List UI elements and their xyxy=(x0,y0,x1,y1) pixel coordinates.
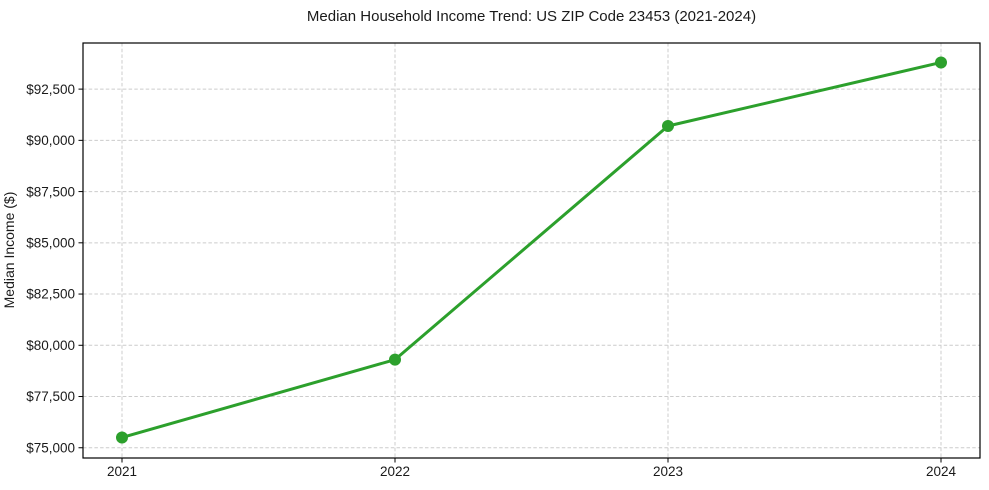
y-axis-label: Median Income ($) xyxy=(1,192,17,309)
y-tick-label: $80,000 xyxy=(26,338,75,353)
x-tick-label: 2023 xyxy=(653,464,683,479)
x-tick-label: 2024 xyxy=(926,464,957,479)
data-point xyxy=(662,120,674,132)
y-tick-label: $75,000 xyxy=(26,440,75,455)
y-tick-label: $77,500 xyxy=(26,389,75,404)
data-point xyxy=(935,56,947,69)
x-tick-label: 2021 xyxy=(107,464,137,479)
data-point xyxy=(116,431,128,444)
y-tick-label: $85,000 xyxy=(26,236,75,251)
y-tick-label: $92,500 xyxy=(26,82,75,97)
plot-area: $75,000 $77,500 $80,000 $82,500 $85,000 $87,5… xyxy=(26,42,981,479)
plot-border xyxy=(82,42,981,459)
data-point xyxy=(389,353,401,366)
y-tick-label: $87,500 xyxy=(26,184,75,199)
chart-title: Median Household Income Trend: US ZIP Co… xyxy=(307,8,756,25)
y-tick-label: $90,000 xyxy=(26,133,75,148)
trend-line xyxy=(120,60,943,440)
y-tick-label: $82,500 xyxy=(26,287,75,302)
x-tick-label: 2022 xyxy=(380,464,410,479)
